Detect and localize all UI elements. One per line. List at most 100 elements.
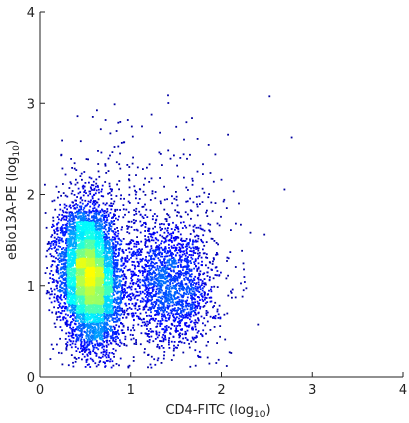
scatter-point xyxy=(64,279,66,281)
scatter-point xyxy=(101,188,103,191)
scatter-point xyxy=(71,252,74,254)
scatter-point xyxy=(65,215,68,218)
scatter-point xyxy=(175,312,178,315)
scatter-point xyxy=(179,215,182,218)
scatter-point xyxy=(90,177,93,180)
scatter-point xyxy=(78,208,81,211)
scatter-point xyxy=(174,246,177,249)
scatter-point xyxy=(185,313,188,316)
scatter-point xyxy=(104,331,106,333)
scatter-point xyxy=(97,212,100,215)
scatter-point xyxy=(93,334,96,337)
scatter-point xyxy=(144,348,146,350)
scatter-point xyxy=(112,262,115,264)
scatter-point xyxy=(116,309,118,312)
scatter-point xyxy=(121,298,124,300)
scatter-point xyxy=(110,313,113,316)
scatter-point xyxy=(164,278,167,280)
scatter-point xyxy=(127,243,129,246)
scatter-point xyxy=(126,225,128,227)
scatter-point xyxy=(68,187,71,189)
scatter-point xyxy=(180,250,183,253)
scatter-point xyxy=(55,312,57,315)
scatter-point xyxy=(104,265,107,268)
scatter-point xyxy=(203,285,206,288)
scatter-point xyxy=(97,324,99,327)
scatter-point xyxy=(235,222,237,225)
scatter-point xyxy=(150,254,153,257)
scatter-point xyxy=(72,290,75,293)
scatter-point xyxy=(185,322,188,324)
scatter-point xyxy=(75,334,78,337)
scatter-point xyxy=(172,279,175,282)
scatter-point xyxy=(156,265,159,267)
scatter-point xyxy=(194,235,196,238)
scatter-point xyxy=(120,280,123,283)
scatter-point xyxy=(75,232,78,235)
scatter-point xyxy=(162,340,165,343)
scatter-point xyxy=(201,228,204,231)
scatter-point xyxy=(170,301,172,304)
scatter-point xyxy=(113,340,116,343)
scatter-point xyxy=(195,265,197,268)
scatter-point xyxy=(146,291,149,293)
scatter-point xyxy=(107,267,109,270)
scatter-point xyxy=(64,284,67,287)
scatter-point xyxy=(158,251,161,254)
scatter-point xyxy=(138,210,141,213)
scatter-point xyxy=(122,291,124,294)
scatter-point xyxy=(116,183,118,186)
scatter-point xyxy=(193,321,196,324)
scatter-point xyxy=(66,251,68,254)
scatter-point xyxy=(80,236,83,239)
scatter-point xyxy=(111,151,114,153)
scatter-point xyxy=(146,333,149,335)
scatter-point xyxy=(99,329,102,332)
scatter-point xyxy=(178,243,181,245)
scatter-point xyxy=(124,276,127,278)
scatter-point xyxy=(111,360,114,363)
scatter-point xyxy=(175,284,178,287)
scatter-point xyxy=(85,337,88,340)
scatter-point xyxy=(151,295,154,298)
scatter-point xyxy=(184,272,186,275)
scatter-point xyxy=(186,248,188,250)
scatter-point xyxy=(213,326,216,328)
scatter-point xyxy=(198,272,200,275)
scatter-point xyxy=(191,336,194,339)
scatter-point xyxy=(71,332,74,334)
scatter-point xyxy=(226,256,229,259)
scatter-point xyxy=(161,336,164,339)
scatter-point xyxy=(133,185,136,188)
scatter-point xyxy=(130,285,133,288)
scatter-point xyxy=(180,273,183,276)
scatter-point xyxy=(220,215,222,218)
scatter-point xyxy=(195,335,198,337)
scatter-point xyxy=(109,248,112,250)
scatter-point xyxy=(52,219,55,222)
scatter-point xyxy=(199,305,202,308)
scatter-point xyxy=(114,210,117,213)
scatter-point xyxy=(165,289,167,292)
scatter-point xyxy=(64,253,67,256)
scatter-point xyxy=(120,194,122,197)
scatter-point xyxy=(103,212,106,215)
scatter-point xyxy=(148,299,151,301)
scatter-point xyxy=(74,252,77,255)
scatter-point xyxy=(86,319,89,321)
scatter-point xyxy=(89,316,92,319)
scatter-point xyxy=(153,276,156,279)
scatter-point xyxy=(81,218,84,221)
scatter-point xyxy=(107,308,109,310)
scatter-point xyxy=(173,279,176,281)
scatter-point xyxy=(145,264,148,266)
scatter-point xyxy=(68,309,71,312)
scatter-point xyxy=(140,325,143,327)
scatter-point xyxy=(84,219,86,221)
scatter-point xyxy=(137,284,140,287)
scatter-point xyxy=(138,305,141,307)
scatter-point xyxy=(168,278,171,281)
scatter-point xyxy=(55,185,58,188)
scatter-point xyxy=(107,251,109,254)
scatter-point xyxy=(76,213,79,216)
